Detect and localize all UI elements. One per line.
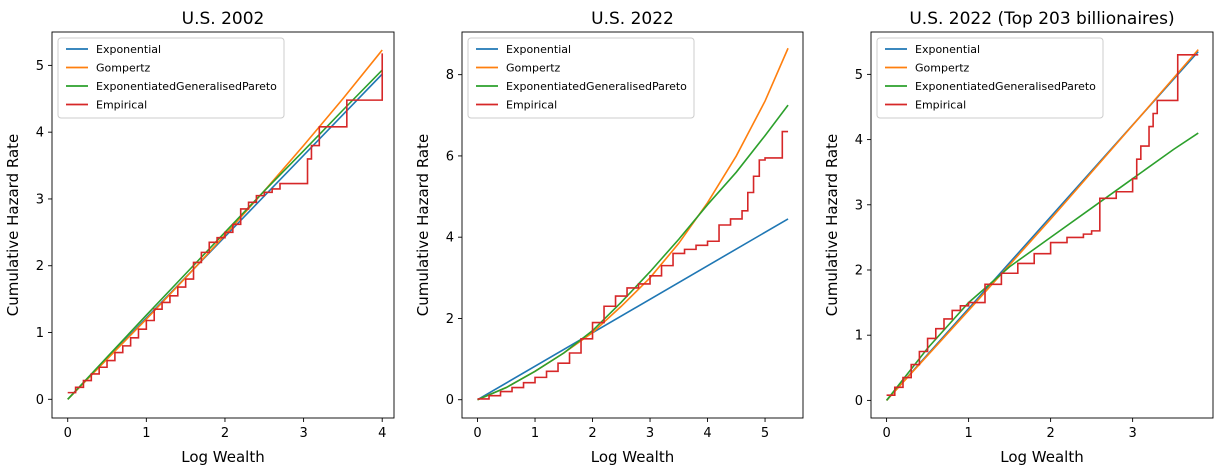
legend-label-exponentiatedgeneralisedpareto: ExponentiatedGeneralisedPareto: [506, 80, 687, 93]
legend-label-gompertz: Gompertz: [96, 62, 151, 75]
x-tick-label: 0: [473, 426, 481, 441]
series-line-gompertz: [885, 49, 1199, 401]
legend-label-exponential: Exponential: [915, 43, 980, 56]
y-tick-label: 3: [855, 198, 863, 213]
series-group: [477, 47, 789, 401]
y-tick-label: 1: [36, 326, 44, 341]
y-tick-label: 5: [36, 59, 44, 74]
series-line-exponentiatedgeneralisedpareto: [477, 104, 789, 401]
axes-frame: [870, 31, 1214, 419]
y-tick-label: 0: [446, 393, 454, 408]
x-axis-label: Log Wealth: [1000, 448, 1084, 466]
x-tick-label: 3: [646, 426, 654, 441]
x-tick-label: 3: [299, 426, 307, 441]
series-line-empirical: [477, 130, 789, 400]
axes-frame: [461, 31, 804, 419]
y-tick-label: 5: [855, 68, 863, 83]
series-line-empirical: [67, 53, 384, 394]
legend-label-exponential: Exponential: [96, 43, 161, 56]
x-tick-label: 5: [761, 426, 769, 441]
y-tick-label: 4: [36, 126, 44, 141]
panel-us-2022: 0 1 2 3 4 5 0 2 4 6 8 U.S. 2022 Log Wealth Cumulative…: [414, 9, 804, 466]
y-tick-label: 2: [446, 312, 454, 327]
y-tick-label: 0: [855, 394, 863, 409]
x-tick-label: 4: [703, 426, 711, 441]
chart-title: U.S. 2002: [182, 9, 265, 29]
legend-label-empirical: Empirical: [506, 99, 557, 112]
x-tick-label: 2: [588, 426, 596, 441]
x-tick-label: 1: [142, 426, 150, 441]
chart-title: U.S. 2022: [591, 9, 674, 29]
legend: Exponential Gompertz ExponentiatedGenerali…: [57, 37, 285, 119]
legend-label-exponentiatedgeneralisedpareto: ExponentiatedGeneralisedPareto: [96, 80, 277, 93]
series-group: [67, 49, 384, 400]
legend-box: [876, 37, 1104, 119]
y-axis-label: Cumulative Hazard Rate: [4, 134, 22, 317]
legend-label-exponential: Exponential: [506, 43, 571, 56]
x-tick-label: 4: [378, 426, 386, 441]
legend-label-exponentiatedgeneralisedpareto: ExponentiatedGeneralisedPareto: [915, 80, 1096, 93]
legend-label-gompertz: Gompertz: [506, 62, 561, 75]
y-axis-label: Cumulative Hazard Rate: [823, 134, 841, 317]
x-tick-label: 2: [221, 426, 229, 441]
y-tick-label: 0: [36, 393, 44, 408]
panel-us-2022-top-billionaires: 0 1 2 3 0 1 2 3 4 5 U.S. 2022 (Top 203 billionaire…: [823, 9, 1214, 466]
y-tick-label: 4: [855, 133, 863, 148]
legend-box: [467, 37, 695, 119]
legend-label-empirical: Empirical: [96, 99, 147, 112]
series-line-empirical: [886, 54, 1199, 396]
legend-box: [57, 37, 285, 119]
y-axis-label: Cumulative Hazard Rate: [414, 134, 432, 317]
y-tick-label: 4: [446, 231, 454, 246]
x-tick-label: 2: [1046, 426, 1054, 441]
series-line-exponentiatedgeneralisedpareto: [885, 132, 1199, 401]
y-tick-label: 1: [855, 329, 863, 344]
axes-frame: [51, 31, 395, 419]
panel-us-2002: 0 1 2 3 4 0 1 2 3 4 5 U.S. 2002 Log Wealth Cumulative…: [4, 9, 395, 466]
chart-title: U.S. 2022 (Top 203 billionaires): [909, 9, 1174, 29]
x-axis-label: Log Wealth: [181, 448, 265, 466]
y-tick-label: 8: [446, 68, 454, 83]
x-tick-label: 1: [531, 426, 539, 441]
legend: Exponential Gompertz ExponentiatedGenerali…: [467, 37, 695, 119]
legend: Exponential Gompertz ExponentiatedGenerali…: [876, 37, 1104, 119]
y-tick-label: 2: [855, 263, 863, 278]
y-tick-label: 2: [36, 259, 44, 274]
legend-label-gompertz: Gompertz: [915, 62, 970, 75]
x-axis-label: Log Wealth: [591, 448, 675, 466]
y-tick-label: 3: [36, 192, 44, 207]
x-tick-label: 3: [1128, 426, 1136, 441]
series-line-exponential: [477, 218, 789, 401]
legend-label-empirical: Empirical: [915, 99, 966, 112]
series-group: [885, 49, 1199, 401]
x-tick-label: 0: [882, 426, 890, 441]
x-tick-label: 0: [64, 426, 72, 441]
y-tick-label: 6: [446, 149, 454, 164]
x-tick-label: 1: [964, 426, 972, 441]
